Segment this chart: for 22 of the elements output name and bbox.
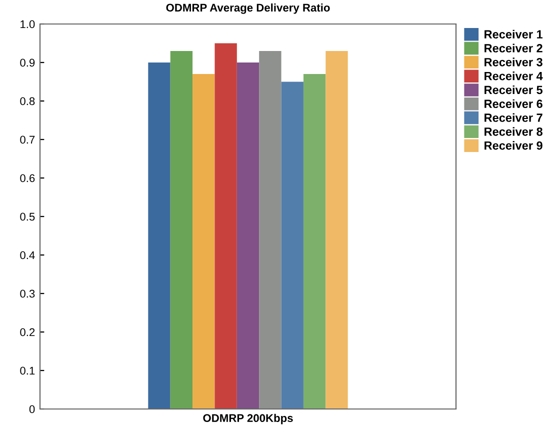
- chart-title: ODMRP Average Delivery Ratio: [166, 3, 330, 14]
- legend-label: Receiver 8: [484, 127, 542, 136]
- legend-label: Receiver 9: [484, 141, 542, 150]
- legend-label: Receiver 6: [484, 99, 542, 108]
- legend-label: Receiver 3: [484, 58, 542, 66]
- legend-label: Receiver 7: [484, 113, 542, 122]
- y-tick-label: 0.7: [20, 136, 35, 144]
- y-tick-label: 0.2: [20, 328, 35, 336]
- y-tick-label: 0.5: [20, 212, 35, 221]
- y-tick-label: 0: [29, 405, 35, 414]
- legend-label: Receiver 5: [484, 85, 543, 94]
- y-tick-label: 0.6: [20, 174, 35, 182]
- y-tick-label: 0.1: [20, 366, 35, 375]
- y-tick-label: 0.4: [20, 251, 35, 260]
- y-tick-label: 0.8: [20, 97, 35, 106]
- legend-label: Receiver 2: [484, 44, 542, 52]
- x-tick-label: ODMRP 200Kbps: [203, 414, 293, 424]
- legend-label: Receiver 1: [484, 30, 543, 39]
- y-tick-label: 0.3: [20, 290, 35, 298]
- y-tick-label: 1.0: [20, 20, 35, 28]
- y-tick-label: 0.9: [20, 58, 35, 67]
- legend-label: Receiver 4: [484, 72, 543, 80]
